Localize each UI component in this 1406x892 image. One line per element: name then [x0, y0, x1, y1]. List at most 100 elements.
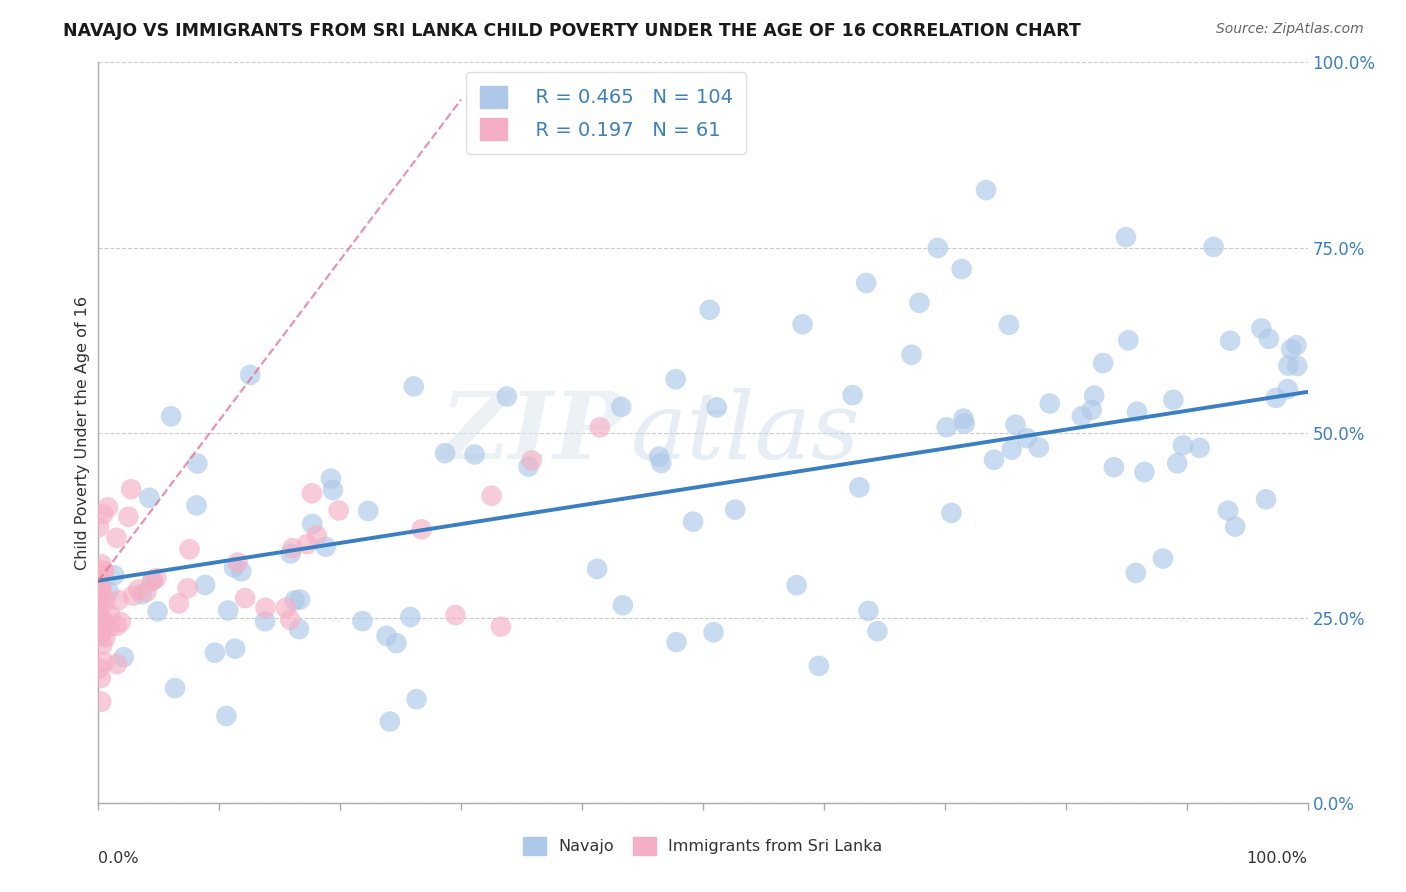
- Point: [103, 568, 125, 582]
- Point: [682, 515, 704, 529]
- Point: [87, 520, 110, 534]
- Point: [1277, 382, 1299, 396]
- Point: [941, 506, 963, 520]
- Point: [105, 619, 128, 633]
- Point: [481, 489, 503, 503]
- Point: [589, 420, 612, 434]
- Point: [378, 714, 401, 729]
- Point: [792, 318, 814, 332]
- Point: [105, 531, 128, 545]
- Point: [807, 658, 830, 673]
- Point: [194, 578, 217, 592]
- Point: [91, 624, 114, 638]
- Point: [176, 581, 198, 595]
- Point: [1265, 391, 1288, 405]
- Point: [254, 615, 277, 629]
- Point: [90, 695, 112, 709]
- Point: [1080, 403, 1102, 417]
- Point: [127, 582, 149, 597]
- Point: [1188, 441, 1211, 455]
- Point: [301, 516, 323, 531]
- Point: [1083, 389, 1105, 403]
- Point: [1004, 417, 1026, 432]
- Point: [1126, 404, 1149, 418]
- Point: [145, 571, 167, 585]
- Point: [110, 615, 132, 629]
- Point: [90, 584, 112, 599]
- Point: [1000, 442, 1022, 457]
- Point: [665, 635, 688, 649]
- Y-axis label: Child Poverty Under the Age of 16: Child Poverty Under the Age of 16: [75, 295, 90, 570]
- Point: [1254, 492, 1277, 507]
- Point: [998, 318, 1021, 332]
- Point: [135, 584, 157, 599]
- Point: [586, 562, 609, 576]
- Point: [841, 388, 863, 402]
- Legend: Navajo, Immigrants from Sri Lanka: Navajo, Immigrants from Sri Lanka: [517, 830, 889, 862]
- Point: [953, 417, 976, 431]
- Point: [1102, 460, 1125, 475]
- Point: [278, 613, 301, 627]
- Point: [305, 528, 328, 542]
- Point: [288, 592, 311, 607]
- Point: [464, 447, 486, 461]
- Point: [98, 607, 121, 622]
- Point: [357, 504, 380, 518]
- Point: [1015, 431, 1038, 445]
- Point: [1118, 333, 1140, 347]
- Point: [952, 411, 974, 425]
- Text: Source: ZipAtlas.com: Source: ZipAtlas.com: [1216, 22, 1364, 37]
- Point: [1092, 356, 1115, 370]
- Point: [908, 295, 931, 310]
- Point: [1279, 343, 1302, 357]
- Point: [274, 600, 297, 615]
- Point: [122, 589, 145, 603]
- Point: [610, 400, 633, 414]
- Point: [648, 450, 671, 464]
- Point: [1219, 334, 1241, 348]
- Point: [97, 584, 120, 599]
- Point: [1223, 519, 1246, 533]
- Point: [141, 574, 163, 588]
- Point: [280, 547, 302, 561]
- Point: [974, 183, 997, 197]
- Point: [405, 692, 427, 706]
- Point: [385, 636, 408, 650]
- Point: [352, 614, 374, 628]
- Point: [87, 596, 110, 610]
- Point: [94, 631, 117, 645]
- Point: [950, 262, 973, 277]
- Point: [848, 480, 870, 494]
- Point: [281, 541, 304, 555]
- Point: [160, 409, 183, 424]
- Point: [319, 472, 342, 486]
- Point: [495, 390, 517, 404]
- Point: [927, 241, 949, 255]
- Text: NAVAJO VS IMMIGRANTS FROM SRI LANKA CHILD POVERTY UNDER THE AGE OF 16 CORRELATIO: NAVAJO VS IMMIGRANTS FROM SRI LANKA CHIL…: [63, 22, 1081, 40]
- Point: [444, 608, 467, 623]
- Point: [90, 582, 112, 596]
- Point: [112, 650, 135, 665]
- Point: [89, 614, 111, 628]
- Point: [288, 622, 311, 636]
- Point: [1202, 240, 1225, 254]
- Point: [215, 709, 238, 723]
- Point: [855, 276, 877, 290]
- Point: [98, 620, 121, 634]
- Point: [517, 459, 540, 474]
- Point: [1166, 456, 1188, 470]
- Point: [204, 646, 226, 660]
- Point: [179, 542, 201, 557]
- Point: [165, 681, 187, 695]
- Point: [142, 574, 165, 588]
- Point: [90, 612, 112, 626]
- Point: [1125, 566, 1147, 580]
- Point: [983, 452, 1005, 467]
- Point: [1277, 359, 1299, 373]
- Point: [93, 655, 115, 669]
- Point: [411, 522, 433, 536]
- Point: [858, 604, 880, 618]
- Point: [222, 560, 245, 574]
- Point: [402, 379, 425, 393]
- Point: [1286, 359, 1309, 373]
